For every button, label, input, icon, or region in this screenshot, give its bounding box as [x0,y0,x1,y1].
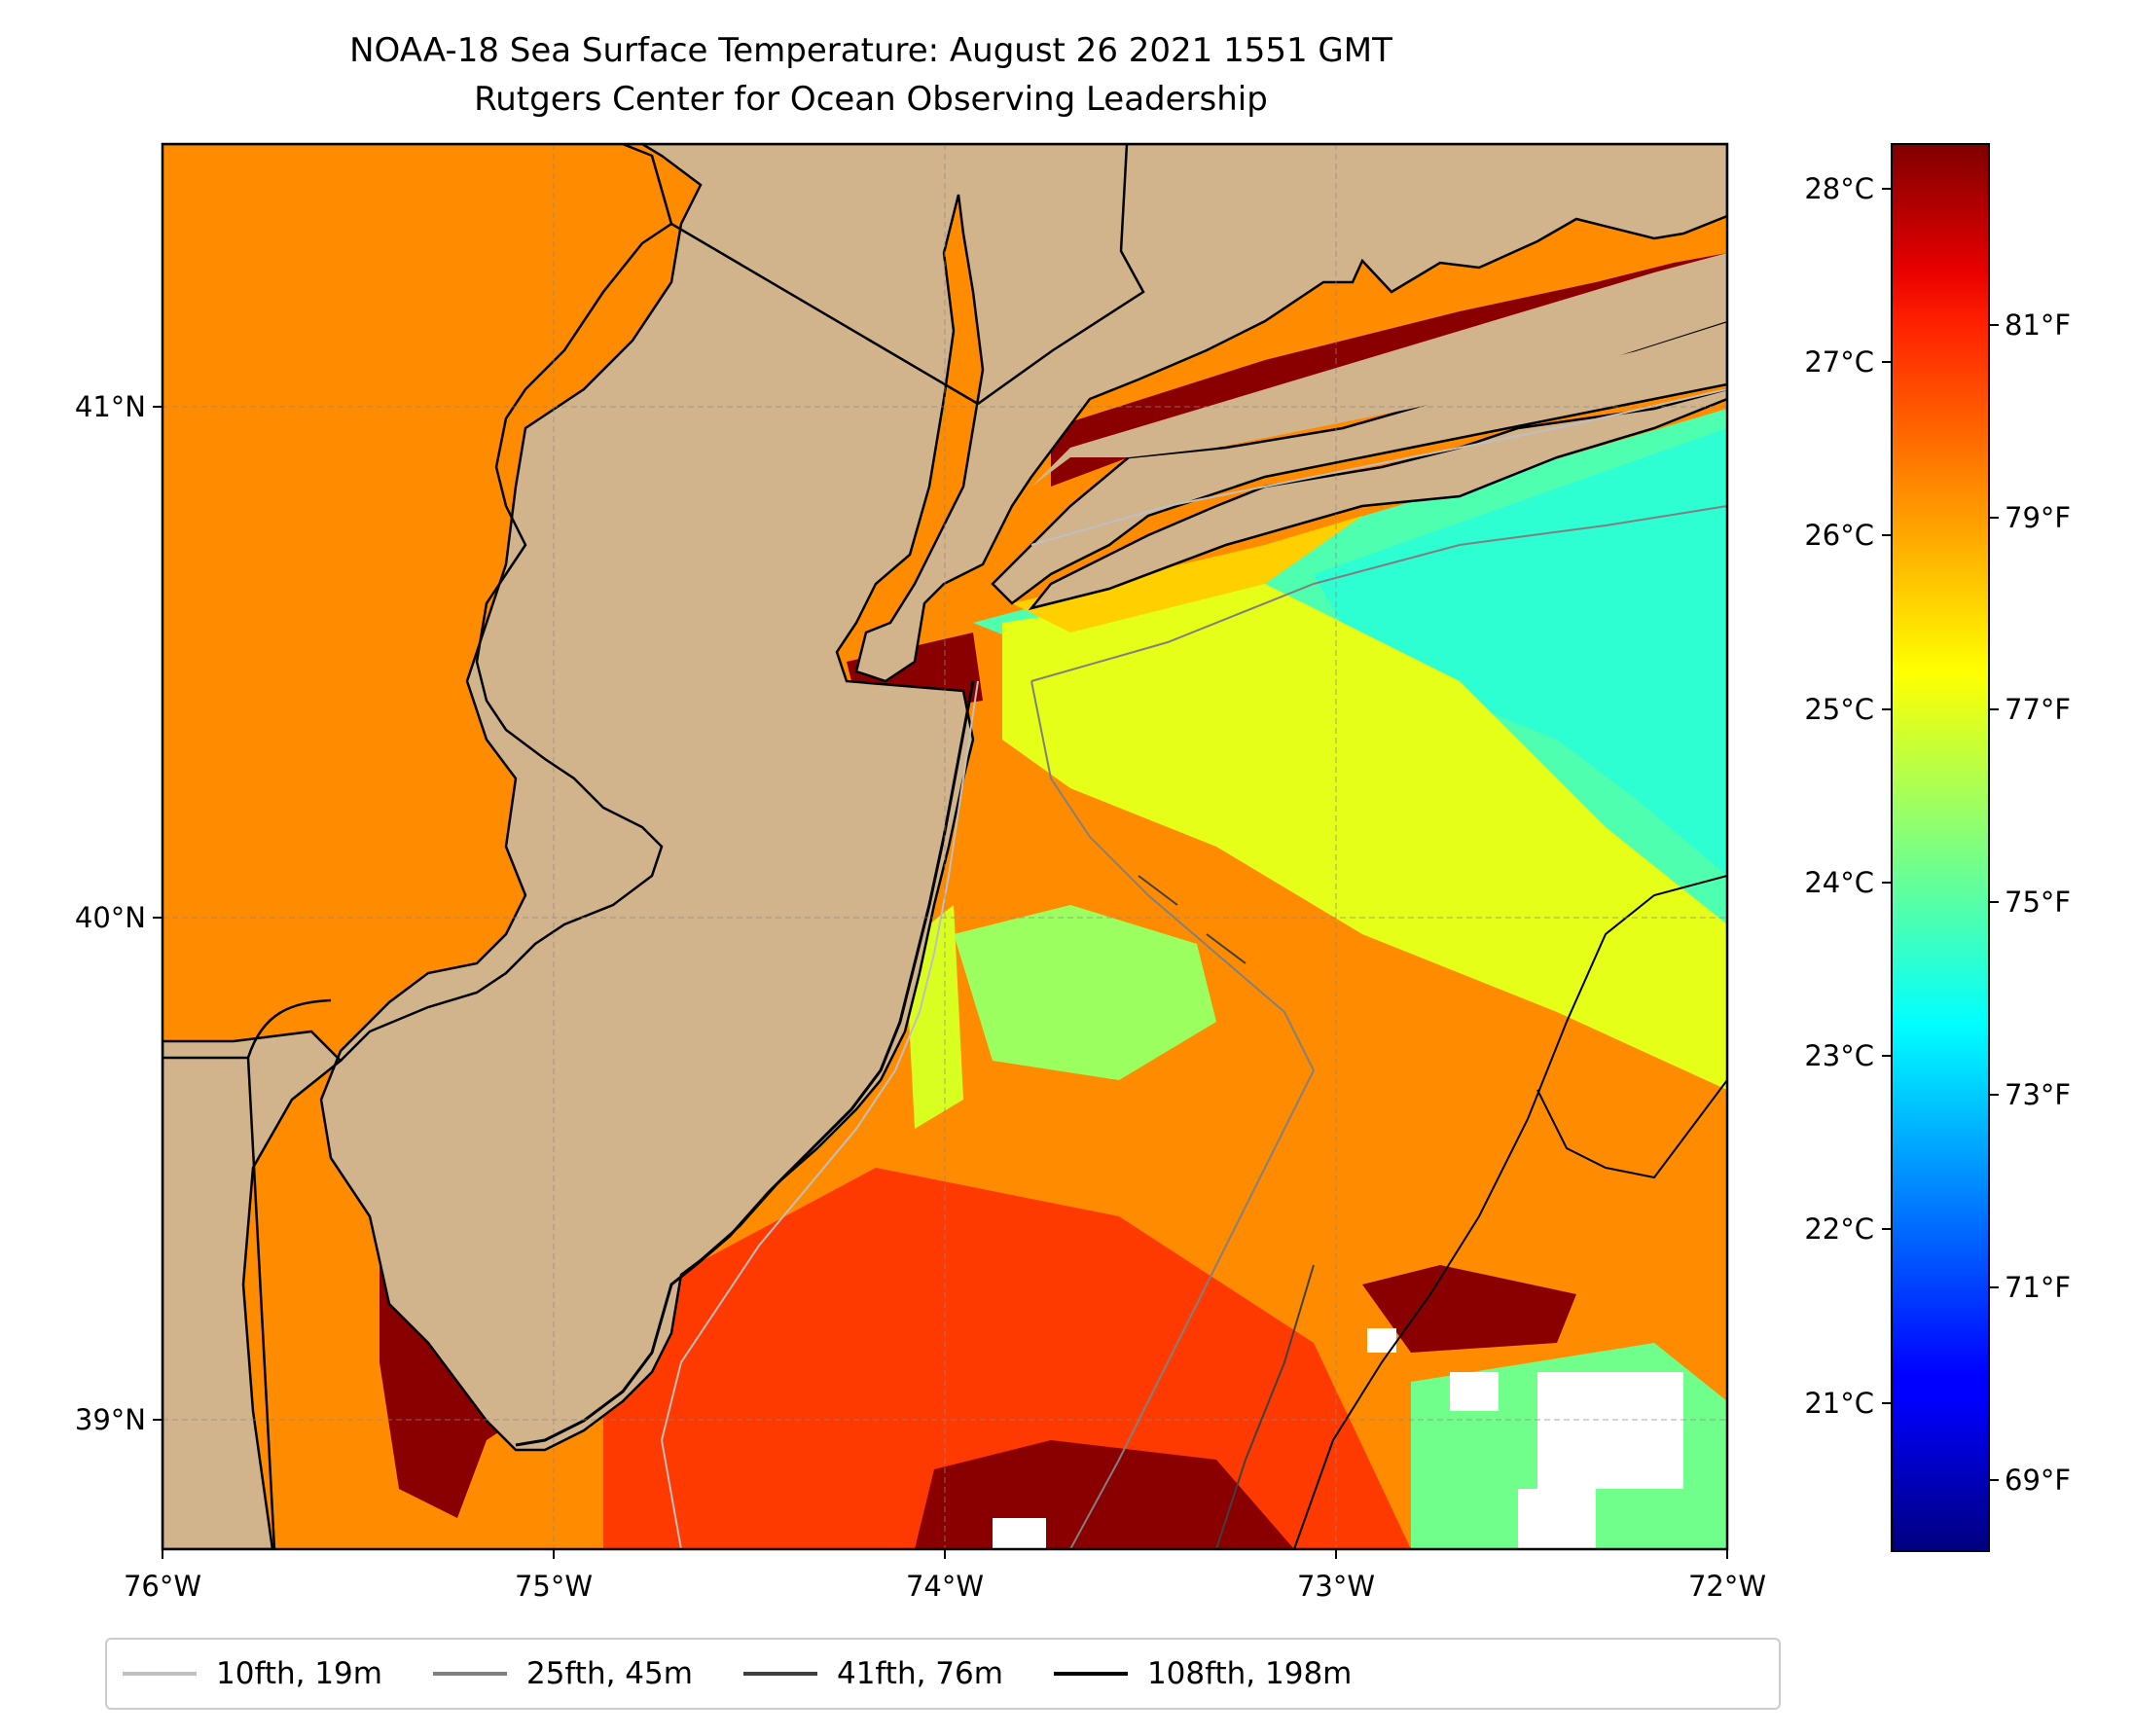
legend-item-41fth: 41fth, 76m [742,1656,1003,1691]
colorbar-celsius-label: 26°C [1804,519,1874,552]
colorbar-fahrenheit-label: 79°F [2005,501,2071,534]
x-tick-label: 73°W [1297,1570,1375,1603]
bathymetry-contour-108fth [1293,875,1727,1549]
legend-label: 10fth, 19m [216,1656,382,1691]
sst-no-data-patch [1450,1372,1499,1411]
colorbar-fahrenheit-label: 81°F [2005,308,2071,342]
legend-item-10fth: 10fth, 19m [123,1656,382,1691]
colorbar-fahrenheit-label: 77°F [2005,693,2071,726]
sst-yellow-band [1002,584,1727,1090]
x-axis: 76°W 75°W 74°W 73°W 72°W [124,1549,1766,1603]
sst-no-data-patch [993,1518,1046,1549]
legend-label: 41fth, 76m [836,1656,1003,1691]
x-tick-label: 72°W [1688,1570,1766,1603]
legend-swatch [432,1672,507,1676]
y-tick-label: 39°N [75,1403,146,1436]
state-border-ny-ct [977,144,1145,406]
colorbar-celsius-label: 22°C [1804,1212,1874,1246]
state-border-pa-de [163,998,332,1549]
map-subtitle: Rutgers Center for Ocean Observing Leade… [474,80,1268,119]
sst-no-data-patch [1518,1489,1596,1549]
x-tick-label: 76°W [124,1570,201,1603]
y-axis: 41°N 40°N 39°N [75,390,163,1436]
legend-label: 25fth, 45m [525,1656,693,1691]
sst-no-data-patch [1537,1372,1683,1489]
colorbar-celsius-label: 24°C [1804,866,1874,899]
sst-green-patch [954,905,1216,1080]
land-lower-ny [1031,253,1727,487]
sst-warm-li-shelf [1012,516,1362,633]
sst-cyan-core [1314,428,1727,876]
y-tick-label: 40°N [75,901,146,934]
colorbar-celsius-label: 27°C [1804,345,1874,379]
colorbar-celsius-ticks: 28°C 27°C 26°C 25°C 24°C 23°C 22°C 21°C [1804,172,1892,1420]
colorbar-gradient [1891,143,1990,1552]
colorbar-fahrenheit-label: 69°F [2005,1464,2071,1497]
contour-legend: 10fth, 19m 25fth, 45m 41fth, 76m 108fth,… [105,1638,1781,1710]
colorbar-fahrenheit-label: 73°F [2005,1078,2071,1111]
legend-item-25fth: 25fth, 45m [432,1656,693,1691]
colorbar-celsius-label: 21°C [1804,1387,1874,1420]
y-tick-label: 41°N [75,390,146,423]
map-plot-area [163,144,1727,1549]
x-tick-label: 74°W [906,1570,984,1603]
colorbar-celsius-label: 25°C [1804,693,1874,726]
legend-label: 108fth, 198m [1146,1656,1353,1691]
colorbar-celsius-label: 28°C [1804,172,1874,205]
colorbar-fahrenheit-label: 75°F [2005,886,2071,919]
x-tick-label: 75°W [515,1570,593,1603]
colorbar-fahrenheit-label: 71°F [2005,1271,2071,1304]
sst-darkred-east [1362,1265,1576,1353]
legend-swatch [1053,1672,1128,1676]
map-title: NOAA-18 Sea Surface Temperature: August … [349,31,1392,70]
bathymetry-contour-41fth [1138,875,1315,1549]
colorbar-fahrenheit-ticks: 81°F 79°F 77°F 75°F 73°F 71°F 69°F [1989,308,2071,1497]
legend-item-108fth: 108fth, 198m [1053,1656,1353,1691]
legend-swatch [123,1672,197,1676]
legend-swatch [742,1672,817,1676]
state-border-nj-pa [340,144,673,1062]
bathymetry-contour-25fth [1030,505,1727,1549]
colorbar-celsius-label: 23°C [1804,1039,1874,1072]
nj-ocean-coastline [515,680,975,1447]
state-border-ny-nj [670,222,979,406]
bathymetry-contour-10fth [660,388,1727,1549]
colorbar: 28°C 27°C 26°C 25°C 24°C 23°C 22°C 21°C … [1804,143,2071,1552]
map-gridlines [163,144,1727,1549]
sst-red-south [603,1168,1411,1549]
